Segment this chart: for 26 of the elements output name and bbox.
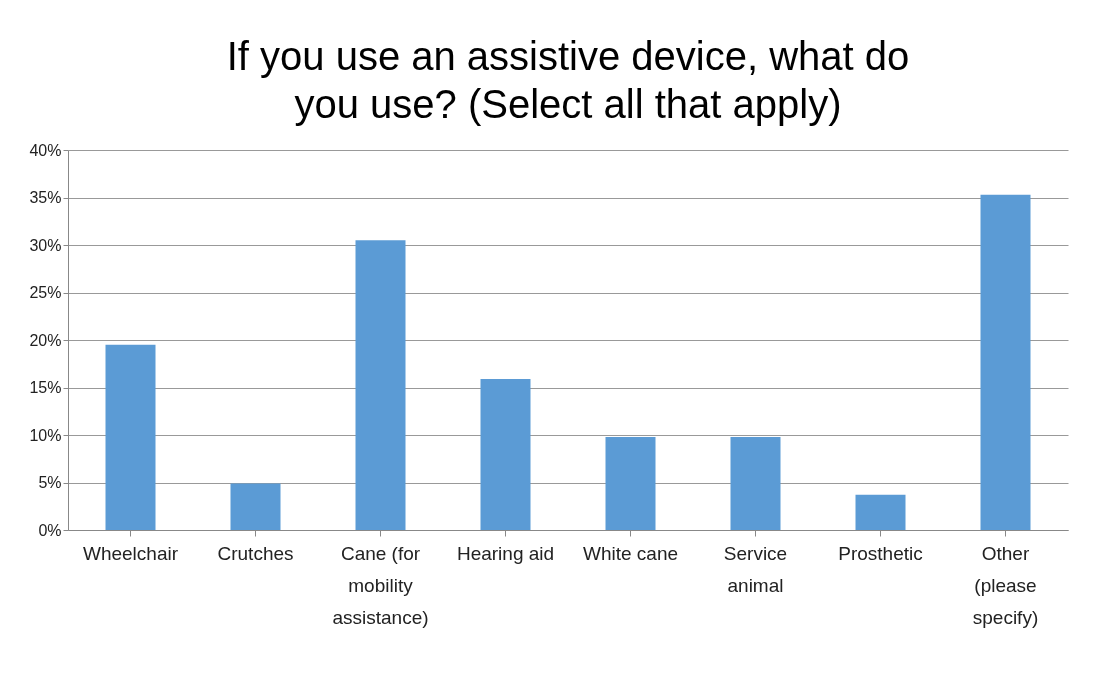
x-tick-label: Crutches xyxy=(217,542,294,564)
y-tick-label: 10% xyxy=(29,426,62,444)
bar xyxy=(605,436,656,530)
y-tick-label: 5% xyxy=(38,474,62,491)
y-tick-label: 40% xyxy=(29,141,62,159)
y-tick-label: 15% xyxy=(29,379,62,396)
x-tick-label: Service animal xyxy=(723,542,788,596)
bar xyxy=(855,494,906,530)
x-tick-label: Cane (for mobility assistance) xyxy=(332,542,429,628)
x-tick-label: Wheelchair xyxy=(82,542,179,564)
bar xyxy=(105,344,156,530)
x-tick-label: Prosthetic xyxy=(838,542,923,564)
chart-title: If you use an assistive device, what do you use? (Select all that apply) xyxy=(226,34,910,126)
x-tick-label: White cane xyxy=(582,542,679,564)
bar xyxy=(730,436,781,530)
x-tick-label: Other (please specify) xyxy=(972,542,1039,628)
bar xyxy=(980,194,1031,530)
y-tick-label: 25% xyxy=(29,284,62,301)
bar xyxy=(230,483,281,530)
y-tick-label: 0% xyxy=(38,521,62,539)
x-tick-label: Hearing aid xyxy=(456,542,555,564)
bar xyxy=(480,378,531,530)
bar xyxy=(355,240,406,530)
y-tick-label: 30% xyxy=(29,236,62,254)
y-tick-label: 35% xyxy=(29,189,62,206)
y-tick-label: 20% xyxy=(29,331,62,349)
